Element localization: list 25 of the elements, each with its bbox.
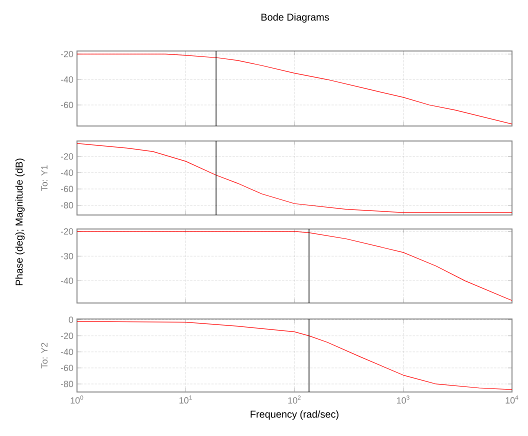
y-tick-label: -60 bbox=[60, 186, 74, 192]
y-tick-label: -60 bbox=[60, 364, 74, 372]
chart-title: Bode Diagrams bbox=[261, 13, 329, 23]
x-tick-label: 10$^{0}$ bbox=[70, 396, 84, 404]
y-tick-label: -40 bbox=[60, 278, 74, 284]
y-tick-label: -20 bbox=[60, 50, 74, 58]
x-tick-label: 10$^{3}$ bbox=[397, 396, 410, 404]
y-tick-label: -80 bbox=[60, 380, 74, 388]
x-tick-label: 10$^{1}$ bbox=[180, 396, 192, 404]
x-axis-title: Frequency (rad/sec) bbox=[250, 410, 338, 420]
y-tick-label: -20 bbox=[60, 228, 74, 235]
y-tick-label: -30 bbox=[60, 252, 74, 260]
x-tick-label: 10$^{4}$ bbox=[506, 396, 518, 404]
y-tick-label: -40 bbox=[60, 76, 74, 83]
y-tick-label: -40 bbox=[60, 348, 74, 356]
text: To: Y1 bbox=[41, 165, 48, 191]
y-tick-label: -20 bbox=[60, 153, 74, 160]
y-tick-label: -20 bbox=[60, 332, 74, 340]
x-tick-label: 10$^{2}$ bbox=[288, 396, 301, 404]
y-tick-label: -80 bbox=[60, 202, 74, 208]
y-axis-title: Phase (deg); Magnitude (dB) bbox=[15, 158, 25, 286]
y-tick-label: -60 bbox=[60, 102, 74, 108]
text: To: Y2 bbox=[41, 342, 48, 368]
y-tick-label: 0 bbox=[68, 316, 74, 323]
y-tick-label: -40 bbox=[60, 170, 74, 176]
